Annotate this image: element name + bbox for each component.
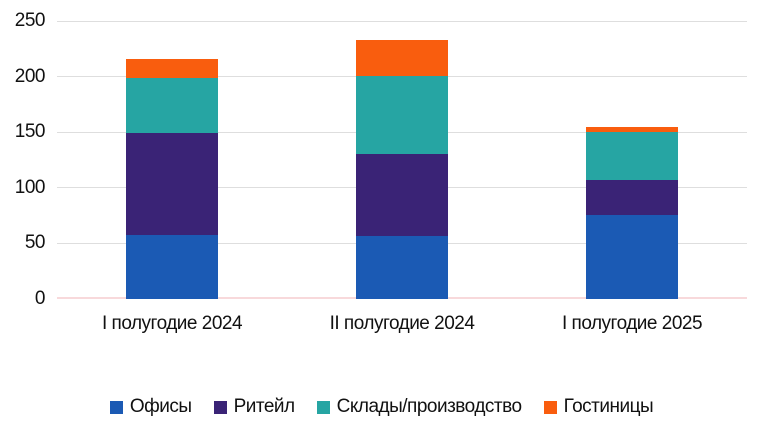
bar-segment-retail-2 <box>356 154 448 236</box>
bar-segment-retail-1 <box>126 133 218 235</box>
legend-item-retail: Ритейл <box>213 396 296 418</box>
bar-segment-retail-3 <box>586 180 678 215</box>
bar-segment-offices-1 <box>126 234 218 299</box>
legend-label-offices: Офисы <box>129 396 192 417</box>
y-tick-label-250: 250 <box>14 10 46 31</box>
x-axis: I полугодие 2024 II полугодие 2024 I полуг… <box>0 312 763 338</box>
bar-segment-warehouses-3 <box>586 132 678 181</box>
y-tick-label-50: 50 <box>24 232 46 254</box>
legend-swatch-offices <box>109 400 123 414</box>
legend: Офисы Ритейл Склады/производство Гостиницы <box>0 395 763 419</box>
legend-item-offices: Офисы <box>109 396 192 418</box>
x-category-label-1: I полугодие 2024 <box>101 313 243 334</box>
bar-segment-offices-3 <box>586 214 678 299</box>
bar-segment-hotels-1 <box>126 58 218 78</box>
bar-segment-warehouses-2 <box>356 75 448 155</box>
bar-segment-warehouses-1 <box>126 77 218 134</box>
legend-swatch-hotels <box>543 400 557 414</box>
plot-area <box>57 20 747 299</box>
legend-label-warehouses: Склады/производство <box>336 396 522 417</box>
legend-swatch-warehouses <box>316 400 330 414</box>
y-tick-label-0: 0 <box>34 288 46 309</box>
gridline-250 <box>57 20 747 22</box>
y-tick-label-100: 100 <box>14 176 46 198</box>
bar-segment-hotels-3 <box>586 126 678 133</box>
bar-segment-hotels-2 <box>356 39 448 76</box>
legend-item-hotels: Гостиницы <box>543 396 654 418</box>
y-axis: 0 50 100 150 200 250 <box>0 0 46 320</box>
legend-label-retail: Ритейл <box>233 396 296 417</box>
y-tick-label-150: 150 <box>14 121 46 143</box>
legend-item-warehouses: Склады/производство <box>316 396 522 418</box>
x-category-label-2: II полугодие 2024 <box>329 313 475 334</box>
legend-label-hotels: Гостиницы <box>563 396 654 417</box>
x-category-label-3: I полугодие 2025 <box>561 313 703 334</box>
y-tick-label-200: 200 <box>14 65 46 87</box>
bar-segment-offices-2 <box>356 235 448 299</box>
legend-swatch-retail <box>213 400 227 414</box>
